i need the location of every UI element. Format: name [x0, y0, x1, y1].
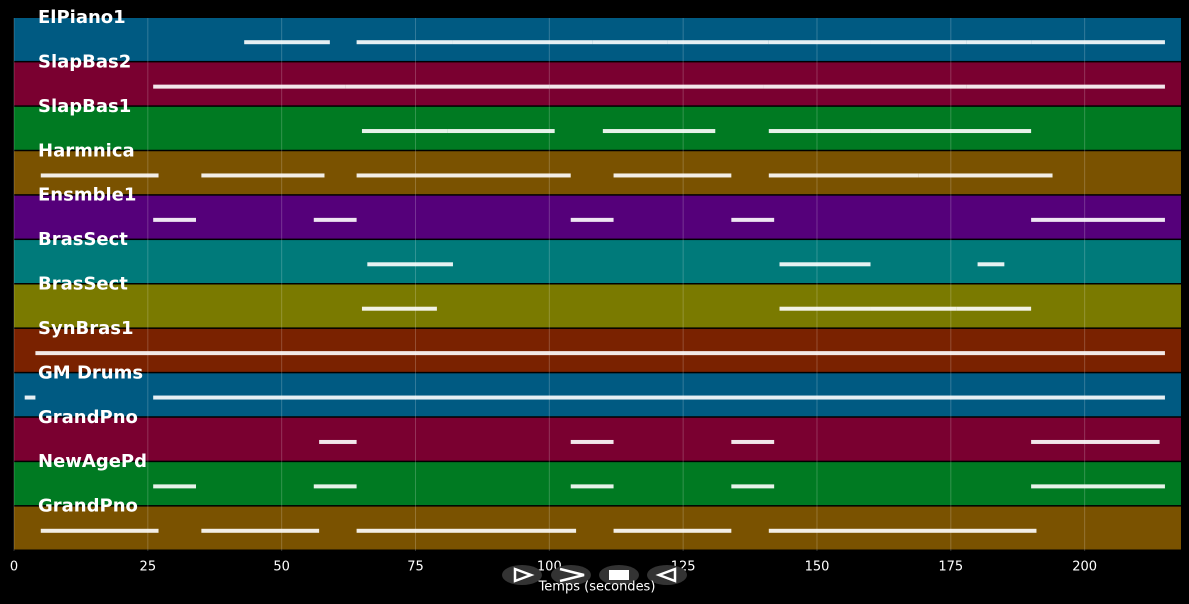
track-label: GrandPno: [38, 407, 138, 428]
note-segment: [731, 439, 775, 444]
note-segment: [763, 84, 967, 89]
note-segment: [592, 40, 668, 45]
note-segment: [570, 217, 614, 222]
labels: ElPiano1 SlapBas2 SlapBas1 Harmnica Ensmble1…: [10, 7, 1097, 575]
stop-button[interactable]: [599, 565, 639, 585]
x-tick-label: 75: [407, 560, 424, 575]
x-tick-label: 150: [805, 560, 830, 575]
track-label: BrasSect: [38, 229, 128, 250]
note-segment: [870, 306, 957, 311]
note-segment: [201, 173, 325, 178]
track-band: [14, 373, 1181, 417]
notes: [24, 40, 1165, 533]
note-segment: [549, 84, 764, 89]
track-band: [14, 195, 1181, 239]
note-segment: [1031, 217, 1165, 222]
note-segment: [201, 528, 320, 533]
note-segment: [356, 40, 453, 45]
track-label: SlapBas1: [38, 96, 131, 117]
note-segment: [35, 351, 1165, 356]
note-segment: [153, 395, 1165, 400]
note-segment: [24, 395, 36, 400]
bands: [14, 18, 1181, 550]
note-segment: [361, 306, 437, 311]
note-segment: [731, 484, 775, 489]
note-segment: [1031, 439, 1160, 444]
note-segment: [768, 40, 871, 45]
grid: [13, 18, 1086, 551]
note-segment: [356, 528, 577, 533]
note-segment: [345, 84, 550, 89]
note-segment: [870, 129, 1032, 134]
note-segment: [956, 306, 1032, 311]
note-segment: [153, 484, 197, 489]
track-label: SynBras1: [38, 318, 134, 339]
note-segment: [966, 84, 1165, 89]
track-label: ElPiano1: [38, 7, 126, 28]
track-band: [14, 506, 1181, 550]
note-segment: [977, 262, 1005, 267]
note-segment: [613, 173, 732, 178]
x-axis-label: Temps (secondes): [538, 580, 656, 595]
track-band: [14, 417, 1181, 461]
x-tick-label: 50: [273, 560, 290, 575]
track-band: [14, 240, 1181, 283]
track-band: [14, 462, 1181, 506]
note-segment: [153, 217, 197, 222]
note-segment: [779, 262, 871, 267]
note-segment: [570, 439, 614, 444]
note-segment: [244, 40, 330, 45]
track-band: [14, 284, 1181, 328]
note-segment: [319, 439, 357, 444]
note-segment: [613, 528, 732, 533]
playback-controls: [502, 565, 687, 585]
x-tick-label: 0: [10, 560, 18, 575]
note-segment: [570, 484, 614, 489]
note-segment: [966, 40, 1032, 45]
track-band: [14, 328, 1181, 372]
track-band: [14, 18, 1181, 61]
rewind-button[interactable]: [647, 565, 687, 585]
note-segment: [731, 217, 775, 222]
note-segment: [1031, 484, 1165, 489]
note-segment: [768, 173, 919, 178]
note-segment: [768, 129, 871, 134]
track-label: SlapBas2: [38, 51, 131, 72]
note-segment: [361, 129, 448, 134]
track-band: [14, 62, 1181, 106]
note-segment: [40, 528, 159, 533]
track-label: Harmnica: [38, 140, 135, 161]
note-segment: [447, 129, 555, 134]
track-band: [14, 106, 1181, 150]
play-button[interactable]: [502, 565, 542, 585]
note-segment: [452, 40, 593, 45]
x-tick-label: 175: [938, 560, 963, 575]
note-segment: [768, 528, 1037, 533]
note-segment: [367, 262, 453, 267]
note-segment: [667, 40, 769, 45]
track-label: GrandPno: [38, 496, 138, 517]
note-segment: [779, 306, 871, 311]
track-label: GM Drums: [38, 362, 143, 383]
fast-forward-button[interactable]: [551, 565, 591, 585]
note-segment: [40, 173, 159, 178]
track-label: Ensmble1: [38, 185, 136, 206]
note-segment: [153, 84, 346, 89]
note-segment: [602, 129, 716, 134]
note-segment: [356, 173, 571, 178]
x-tick-label: 200: [1072, 560, 1097, 575]
track-label: BrasSect: [38, 274, 128, 295]
track-band: [14, 151, 1181, 195]
note-segment: [870, 40, 967, 45]
note-segment: [918, 173, 1053, 178]
track-label: NewAgePd: [38, 451, 147, 472]
note-segment: [313, 217, 357, 222]
x-tick-label: 25: [140, 560, 157, 575]
note-segment: [1031, 40, 1165, 45]
note-segment: [313, 484, 357, 489]
